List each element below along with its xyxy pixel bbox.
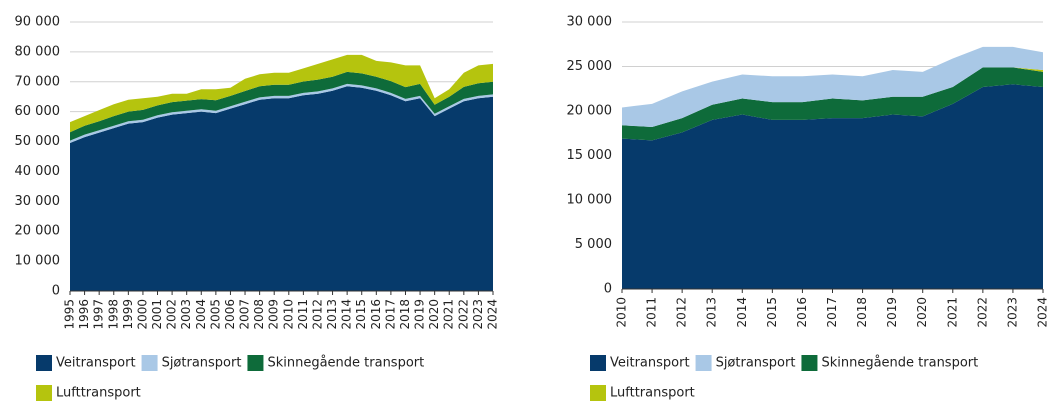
legend-swatch	[36, 385, 52, 401]
legend-item: Lufttransport	[36, 385, 141, 401]
x-tick-label: 2021	[442, 299, 456, 330]
x-tick-label: 2015	[765, 297, 779, 328]
x-tick-label: 2015	[354, 299, 368, 330]
y-tick-label: 70 000	[15, 74, 61, 89]
x-tick-label: 2016	[369, 299, 383, 330]
x-tick-label: 2010	[281, 299, 295, 330]
legend-label: Sjøtransport	[162, 356, 242, 371]
x-tick-label: 2020	[427, 299, 441, 330]
x-tick-label: 2011	[296, 299, 310, 330]
x-tick-label: 2019	[413, 299, 427, 330]
y-tick-label: 10 000	[15, 254, 61, 269]
x-tick-label: 1995	[63, 299, 77, 330]
legend-swatch	[590, 355, 606, 371]
legend-swatch	[141, 355, 158, 371]
x-tick-label: 1996	[77, 299, 91, 330]
y-tick-label: 80 000	[15, 44, 61, 59]
x-tick-label: 2000	[135, 299, 149, 330]
legend-item: Veitransport	[36, 355, 136, 371]
x-tick-label: 2004	[194, 299, 208, 330]
x-tick-label: 2018	[855, 297, 869, 328]
x-tick-label: 2006	[223, 299, 237, 330]
y-tick-label: 10 000	[567, 193, 613, 208]
x-tick-label: 2016	[795, 297, 809, 328]
panel: 0 10 000 20 000 30 000 40 000 50 000 60 000 70 …	[15, 15, 500, 401]
legend-item: Skinnegående transport	[247, 355, 424, 371]
legend-label: Skinnegående transport	[267, 356, 424, 371]
x-tick-label: 2023	[471, 299, 485, 330]
legend-item: Veitransport	[590, 355, 690, 371]
x-tick-label: 2011	[645, 297, 659, 328]
y-tick-label: 40 000	[15, 164, 61, 179]
x-tick-label: 2018	[398, 299, 412, 330]
area	[622, 67, 1043, 141]
x-tick-label: 2024	[1036, 297, 1050, 328]
x-tick-label: 2013	[705, 297, 719, 328]
x-tick-label: 2017	[825, 297, 839, 328]
legend-swatch	[695, 355, 712, 371]
legend-label: Lufttransport	[610, 386, 695, 401]
x-tick-label: 2010	[615, 297, 629, 328]
legend-label: Veitransport	[56, 356, 136, 371]
x-tick-label: 2014	[340, 299, 354, 330]
panel: 0 5 000 10 000 15 000 20 000 25 000 30 000 2010…	[567, 15, 1050, 401]
legend-swatch	[590, 385, 606, 401]
x-tick-label: 2012	[310, 299, 324, 330]
y-tick-label: 90 000	[15, 15, 61, 30]
y-tick-label: 25 000	[567, 59, 613, 74]
x-tick-label: 2009	[267, 299, 281, 330]
y-tick-label: 15 000	[567, 148, 613, 163]
x-tick-label: 2020	[915, 297, 929, 328]
y-tick-label: 0	[604, 282, 612, 297]
x-tick-label: 2001	[150, 299, 164, 330]
area	[70, 71, 493, 141]
x-tick-label: 1998	[106, 299, 120, 330]
x-tick-label: 2019	[885, 297, 899, 328]
legend-label: Veitransport	[610, 356, 690, 371]
x-tick-label: 2023	[1005, 297, 1019, 328]
x-tick-label: 2013	[325, 299, 339, 330]
x-tick-label: 2003	[179, 299, 193, 330]
x-tick-label: 1997	[92, 299, 106, 330]
x-tick-label: 2012	[675, 297, 689, 328]
y-tick-label: 20 000	[15, 224, 61, 239]
x-tick-label: 2022	[456, 299, 470, 330]
legend-swatch	[247, 355, 264, 371]
y-tick-label: 20 000	[567, 104, 613, 119]
x-tick-label: 2005	[208, 299, 222, 330]
legend-swatch	[801, 355, 818, 371]
x-tick-label: 2007	[238, 299, 252, 330]
legend-label: Sjøtransport	[716, 356, 796, 371]
area	[622, 84, 1043, 289]
x-tick-label: 2022	[975, 297, 989, 328]
x-tick-label: 2024	[486, 299, 500, 330]
x-tick-label: 2008	[252, 299, 266, 330]
x-tick-label: 2014	[735, 297, 749, 328]
x-tick-label: 2002	[165, 299, 179, 330]
y-tick-label: 50 000	[15, 134, 61, 149]
area	[70, 86, 493, 291]
y-tick-label: 5 000	[575, 237, 612, 252]
y-tick-label: 60 000	[15, 104, 61, 119]
legend-item: Sjøtransport	[695, 355, 796, 371]
area	[70, 54, 493, 133]
legend-item: Sjøtransport	[141, 355, 242, 371]
x-tick-label: 2017	[383, 299, 397, 330]
legend-item: Skinnegående transport	[801, 355, 978, 371]
legend-label: Lufttransport	[56, 386, 141, 401]
legend-item: Lufttransport	[590, 385, 695, 401]
y-tick-label: 30 000	[567, 15, 613, 30]
y-tick-label: 30 000	[15, 194, 61, 209]
legend-label: Skinnegående transport	[821, 356, 978, 371]
area	[622, 46, 1043, 128]
legend-swatch	[36, 355, 52, 371]
y-tick-label: 0	[52, 284, 60, 299]
x-tick-label: 1999	[121, 299, 135, 330]
x-tick-label: 2021	[945, 297, 959, 328]
